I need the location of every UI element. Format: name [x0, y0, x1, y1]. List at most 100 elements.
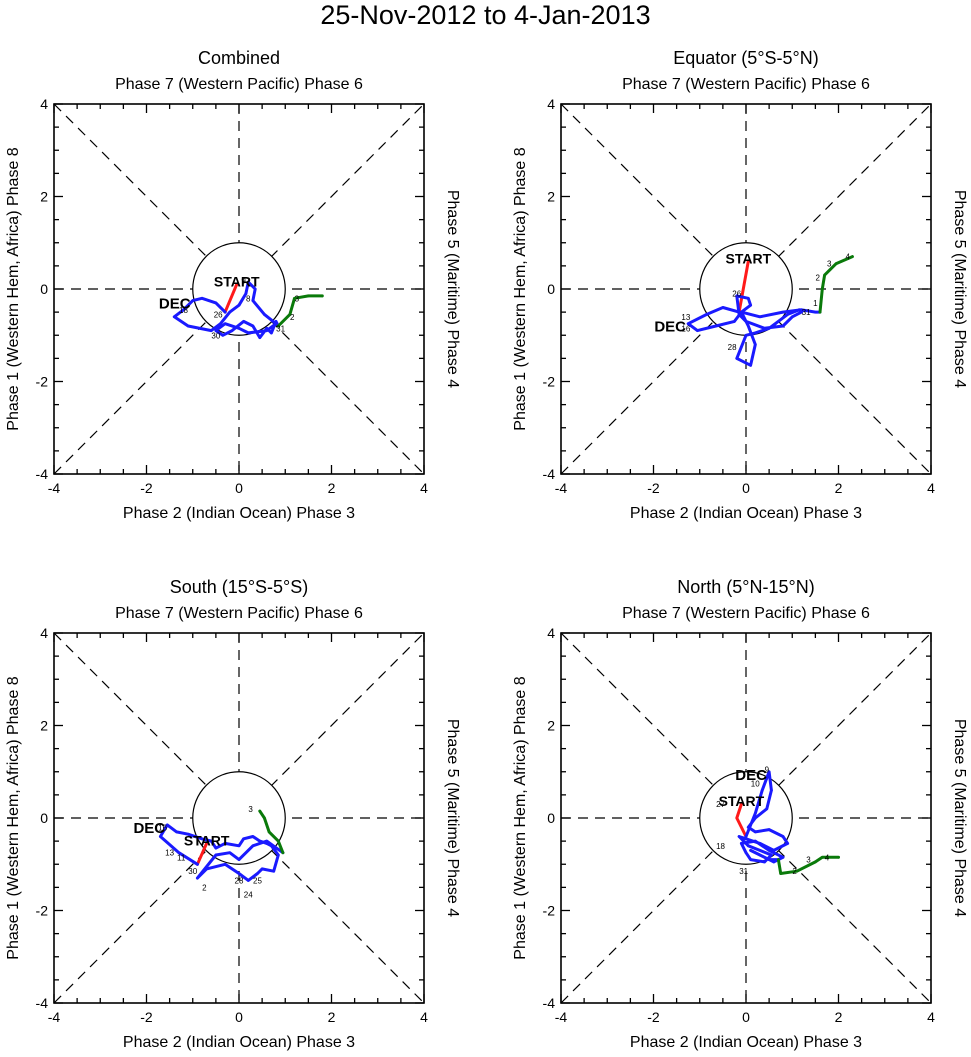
series-point	[735, 357, 739, 360]
day-label: 26	[214, 310, 223, 319]
series-point	[834, 262, 838, 265]
series-point	[744, 320, 748, 323]
ticks: -4-4 -2 -2 0 0 2 2 4 4	[543, 96, 936, 496]
panel-4: -4-4 -2 -2 0 0 2 2 4 4 North (5°N-15°N) Phase 7 (W…	[512, 577, 968, 1051]
series-point	[753, 816, 757, 820]
series-point	[737, 835, 741, 838]
series-point	[763, 860, 766, 864]
day-label: 9	[241, 277, 246, 286]
series-point	[200, 296, 204, 300]
series-point	[209, 839, 213, 843]
day-label: 8	[246, 294, 251, 303]
series-point	[790, 315, 794, 319]
series-point	[772, 860, 776, 864]
top-axis-label: Phase 7 (Western Pacific) Phase 6	[115, 76, 363, 93]
series-point	[747, 324, 750, 328]
series-point	[760, 788, 764, 792]
y-tick-label: -2	[36, 374, 49, 390]
day-label: 28	[235, 876, 244, 885]
month-label-dec: DEC	[133, 820, 165, 837]
ticks: -4-4 -2 -2 0 0 2 2 4 4	[36, 96, 429, 496]
series-point	[281, 851, 285, 854]
series-point	[753, 839, 757, 843]
series-point	[779, 872, 782, 875]
series-line-dec	[737, 770, 790, 864]
series-point	[747, 825, 750, 829]
series-point	[772, 849, 776, 852]
series-point	[770, 853, 773, 857]
day-label: 31	[739, 867, 748, 876]
series-point	[277, 324, 280, 328]
y-tick-label: 2	[40, 189, 48, 205]
series-point	[821, 287, 824, 291]
series-point	[209, 329, 213, 332]
x-tick-label: 2	[835, 1009, 843, 1025]
panel-title: North (5°N-15°N)	[677, 577, 814, 597]
y-tick-label: 0	[547, 281, 555, 297]
day-label: 18	[716, 842, 725, 851]
series-point	[781, 310, 785, 314]
panel-title: South (15°S-5°S)	[170, 577, 308, 597]
left-axis-label: Phase 1 (Western Hem, Africa) Phase 8	[512, 147, 529, 430]
x-tick-label: -2	[140, 480, 153, 496]
series-point	[223, 322, 227, 325]
series-point	[744, 835, 748, 838]
series-point	[767, 858, 771, 861]
series-point	[251, 844, 255, 848]
day-label: 13	[165, 849, 174, 858]
series-point	[223, 842, 227, 845]
series-point	[258, 839, 262, 843]
series-point	[765, 807, 769, 811]
series-point	[744, 837, 748, 841]
series-point	[747, 844, 750, 848]
series-point	[714, 324, 718, 328]
series-point	[228, 851, 232, 854]
top-axis-label: Phase 7 (Western Pacific) Phase 6	[622, 76, 870, 93]
series-point	[837, 856, 840, 859]
day-label: 16	[681, 324, 690, 333]
series-point	[251, 299, 255, 302]
series-point	[686, 322, 690, 325]
series-point	[205, 867, 208, 871]
bottom-axis-label: Phase 2 (Indian Ocean) Phase 3	[630, 505, 862, 522]
day-label: 1	[813, 299, 818, 308]
series-point	[288, 313, 292, 316]
day-label: 10	[751, 779, 760, 788]
series-line-jan	[818, 255, 854, 314]
x-tick-label: 4	[420, 1009, 428, 1025]
bottom-axis-label: Phase 2 (Indian Ocean) Phase 3	[630, 1034, 862, 1051]
series-point	[735, 816, 739, 820]
series-point	[186, 324, 190, 328]
series-point	[753, 830, 757, 834]
y-tick-label: -4	[36, 995, 49, 1011]
x-tick-label: 4	[420, 480, 428, 496]
y-tick-label: 2	[40, 718, 48, 734]
series-point	[307, 294, 310, 298]
series-point	[737, 313, 741, 316]
series-point	[293, 296, 296, 300]
left-axis-label: Phase 1 (Western Hem, Africa) Phase 8	[5, 676, 22, 959]
series-point	[205, 842, 208, 845]
y-tick-label: 4	[547, 625, 555, 641]
unit-circle	[192, 771, 286, 865]
x-tick-label: 2	[328, 480, 336, 496]
series-point	[237, 872, 241, 875]
series-point	[223, 862, 227, 866]
series-line-nov	[737, 259, 750, 314]
x-tick-label: 2	[835, 480, 843, 496]
series-point	[251, 835, 255, 838]
y-tick-label: -4	[543, 995, 556, 1011]
x-tick-label: 0	[742, 1009, 750, 1025]
series-point	[800, 310, 803, 314]
start-label: START	[214, 273, 260, 289]
series-point	[767, 327, 771, 330]
series-line-jan	[276, 294, 324, 328]
series-point	[823, 273, 826, 277]
series-point	[777, 858, 780, 861]
x-tick-label: 0	[235, 480, 243, 496]
month-label-dec: DEC	[735, 767, 767, 784]
y-tick-label: -2	[36, 903, 49, 919]
series-point	[277, 853, 280, 857]
y-tick-label: 2	[547, 718, 555, 734]
series-point	[744, 333, 748, 337]
